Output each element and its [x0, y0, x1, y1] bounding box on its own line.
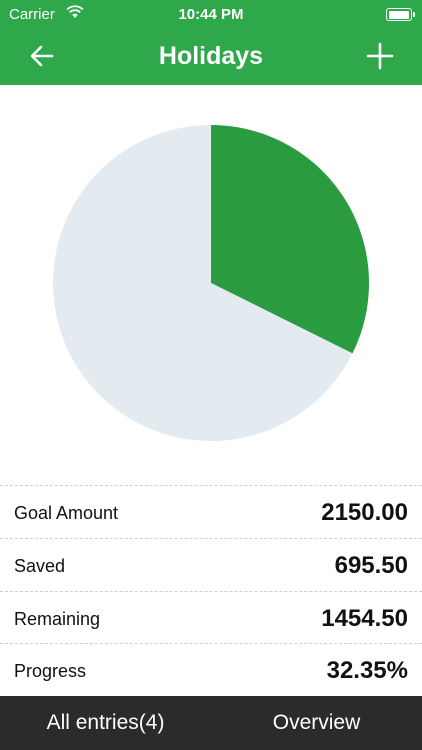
tab-overview[interactable]: Overview — [272, 711, 361, 734]
battery-fill — [388, 10, 409, 19]
pie-slice-saved — [211, 125, 369, 354]
stat-label: Remaining — [14, 608, 101, 629]
status-time: 10:44 PM — [178, 6, 244, 23]
header-bar: Carrier 10:44 PM Holidays — [0, 0, 422, 85]
stat-label: Saved — [14, 555, 66, 576]
stat-row-remaining: Remaining 1454.50 — [0, 590, 422, 644]
stat-row-progress: Progress 32.35% — [0, 643, 422, 696]
status-bar: Carrier 10:44 PM — [0, 0, 422, 30]
stat-value: 32.35% — [326, 657, 408, 685]
arrow-left-icon[interactable] — [26, 40, 58, 72]
battery-icon — [386, 8, 415, 21]
stat-label: Goal Amount — [14, 503, 119, 523]
pie-slice-remaining — [53, 125, 353, 441]
stats-list: Goal Amount 2150.00 Saved 695.50 Remaini… — [0, 485, 422, 696]
stat-label: Progress — [14, 661, 87, 682]
stat-value: 2150.00 — [321, 499, 408, 526]
wifi-icon — [66, 5, 84, 18]
nav-bar: Holidays — [0, 30, 422, 85]
carrier-label: Carrier — [9, 6, 55, 23]
stat-row-saved: Saved 695.50 — [0, 537, 422, 591]
stat-row-goal-amount: Goal Amount 2150.00 — [0, 485, 422, 538]
page-title: Holidays — [158, 42, 264, 70]
stat-value: 1454.50 — [321, 604, 408, 632]
plus-icon[interactable] — [364, 40, 396, 72]
bottom-tab-bar: All entries(4) Overview — [0, 696, 422, 750]
stat-value: 695.50 — [334, 551, 408, 579]
pie-chart — [53, 125, 369, 441]
tab-all-entries[interactable]: All entries(4) — [46, 711, 165, 734]
battery-nub — [412, 12, 415, 17]
